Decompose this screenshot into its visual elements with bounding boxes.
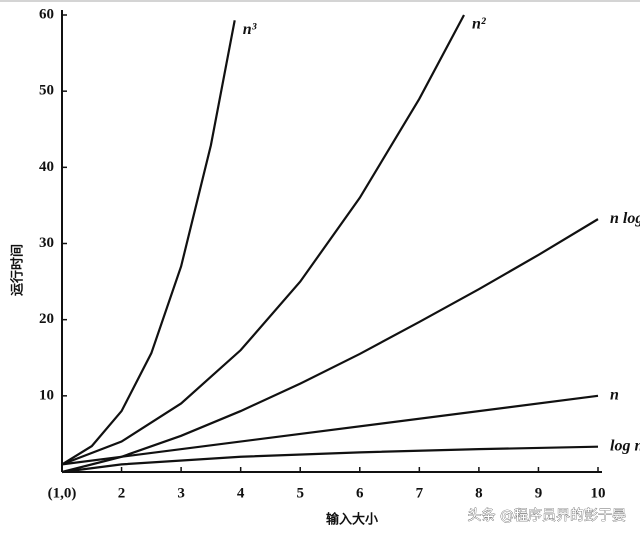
curve [61, 218, 599, 474]
y-tick-label: 30 [39, 235, 54, 251]
x-tick-label: 3 [177, 485, 185, 501]
series-label: n² [472, 16, 487, 33]
curve [61, 394, 599, 466]
x-tick-label: 9 [535, 485, 543, 501]
x-axis-title: 输入大小 [326, 512, 378, 528]
curve [61, 445, 599, 474]
curve [61, 14, 465, 466]
x-tick-label: 10 [591, 485, 606, 501]
x-tick-label: 2 [118, 485, 126, 501]
y-axis-title: 运行时间 [10, 244, 26, 296]
x-tick-label: 4 [237, 485, 245, 501]
series-label: n³ [243, 21, 257, 38]
x-tick-label: 8 [475, 485, 483, 501]
y-tick-label: 20 [39, 311, 54, 327]
x-tick-label: (1,0) [48, 485, 77, 501]
series-label: log n [610, 437, 640, 454]
x-tick-label: 5 [296, 485, 304, 501]
x-tick-label: 7 [416, 485, 424, 501]
y-tick-label: 50 [39, 83, 54, 99]
series-label: n log n [610, 210, 640, 227]
curve [61, 20, 236, 466]
watermark: 头条 @程序员界的彭于晏 [468, 507, 626, 524]
y-tick-label: 40 [39, 159, 54, 175]
y-tick-label: 10 [39, 387, 54, 403]
y-tick-label: 60 [39, 6, 54, 22]
series-label: n [610, 387, 619, 404]
x-tick-label: 6 [356, 485, 364, 501]
